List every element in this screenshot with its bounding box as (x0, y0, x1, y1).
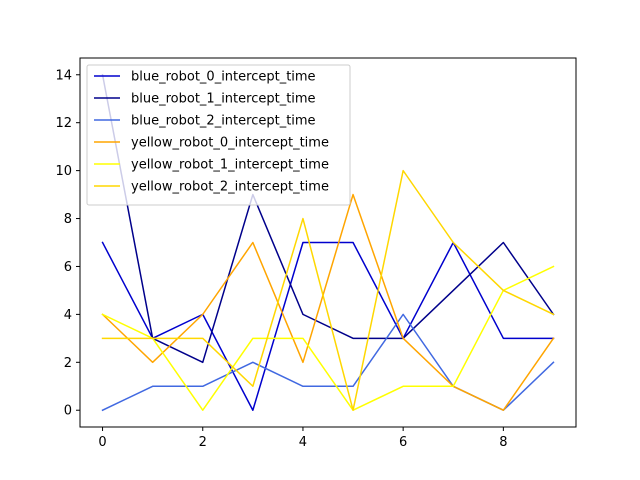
y-tick-label-4: 8 (64, 212, 72, 227)
series-line-4 (101, 265, 555, 411)
x-tick-label-3: 6 (399, 435, 407, 450)
x-tick-label-1: 2 (199, 435, 207, 450)
legend-label-0: blue_robot_0_intercept_time (131, 70, 316, 85)
x-tick-label-0: 0 (98, 435, 106, 450)
x-tick-label-4: 8 (499, 435, 507, 450)
y-axis: 0 2 4 6 8 10 12 14 (55, 68, 80, 419)
legend-label-1: blue_robot_1_intercept_time (131, 92, 316, 107)
y-tick-label-7: 14 (55, 68, 72, 83)
legend-box (86, 64, 351, 206)
y-tick-label-0: 0 (64, 404, 72, 419)
y-tick-label-6: 12 (55, 116, 72, 131)
x-axis: 0 2 4 6 8 (98, 427, 507, 450)
y-tick-label-5: 10 (55, 164, 72, 179)
series-layer (101, 73, 555, 412)
y-tick-label-1: 2 (64, 356, 72, 371)
y-tick-label-2: 4 (64, 308, 72, 323)
legend-label-3: yellow_robot_0_intercept_time (131, 136, 329, 151)
series-line-5 (101, 169, 555, 411)
series-line-0 (101, 241, 555, 411)
y-tick-label-3: 6 (64, 260, 72, 275)
legend-label-5: yellow_robot_2_intercept_time (131, 180, 329, 195)
plot-frame (79, 57, 577, 428)
legend-label-4: yellow_robot_1_intercept_time (131, 158, 329, 173)
legend-label-2: blue_robot_2_intercept_time (131, 114, 316, 129)
legend: blue_robot_0_intercept_time blue_robot_1_… (86, 64, 351, 206)
x-tick-label-2: 4 (299, 435, 307, 450)
